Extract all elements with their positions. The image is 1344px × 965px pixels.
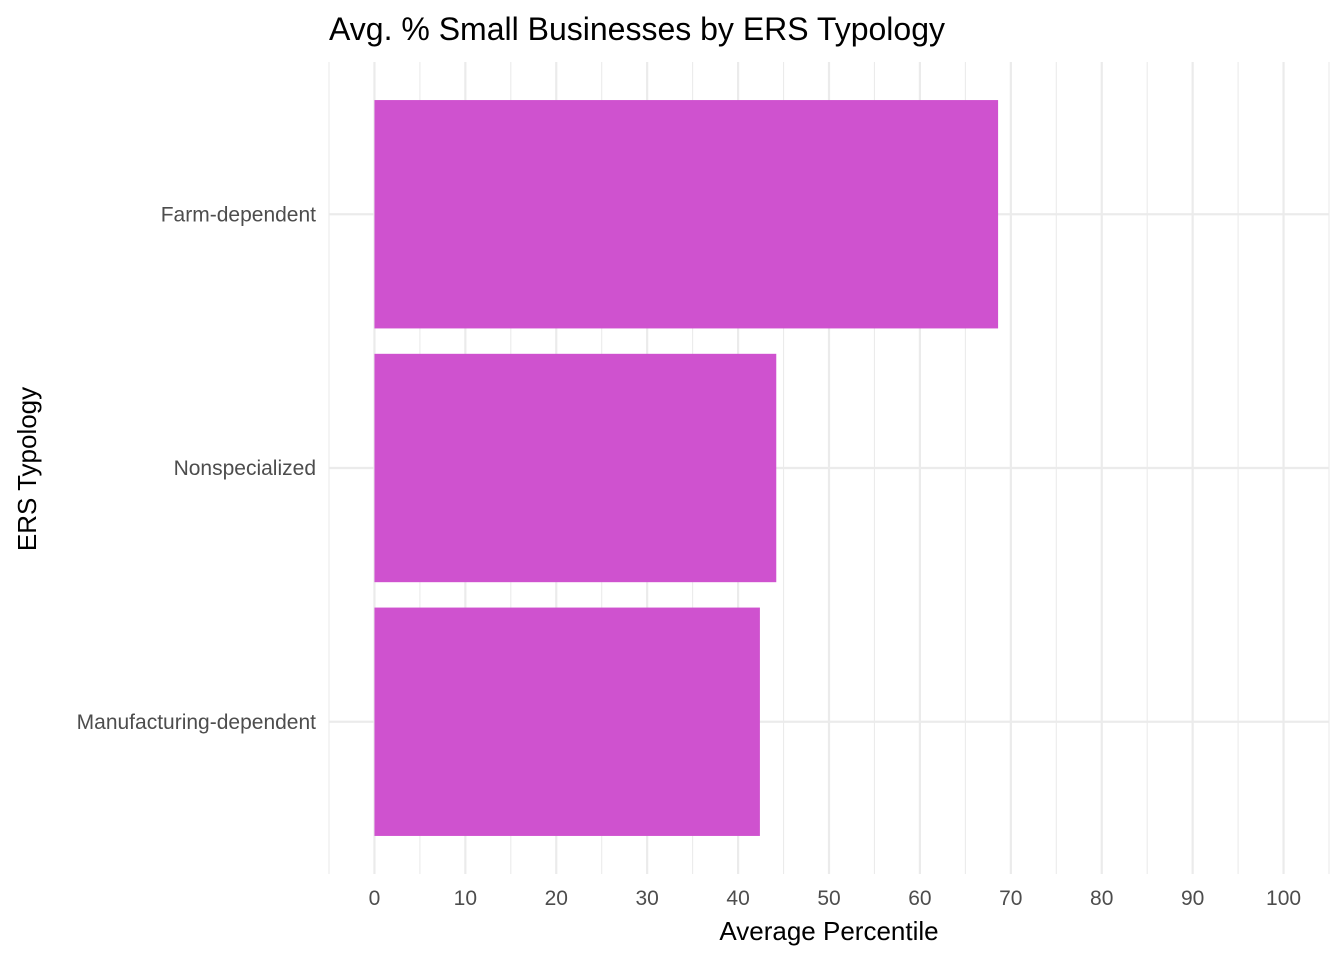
y-tick-label: Nonspecialized xyxy=(174,457,316,480)
x-tick-label: 40 xyxy=(726,887,749,910)
y-axis-title: ERS Typology xyxy=(12,387,42,551)
x-tick-label: 70 xyxy=(999,887,1022,910)
bar-farm-dependent xyxy=(374,100,999,329)
y-tick-label: Farm-dependent xyxy=(161,203,316,226)
bars-layer xyxy=(374,100,999,836)
x-axis-ticks: 0 10 20 30 40 50 60 70 80 90 100 xyxy=(369,887,1301,910)
bar-nonspecialized xyxy=(374,353,777,583)
x-tick-label: 50 xyxy=(817,887,840,910)
chart-title: Avg. % Small Businesses by ERS Typology xyxy=(329,11,945,47)
x-tick-label: 60 xyxy=(908,887,931,910)
bar-manufacturing-dependent xyxy=(374,607,760,836)
x-axis-title: Average Percentile xyxy=(719,916,938,946)
x-tick-label: 20 xyxy=(545,887,568,910)
x-tick-label: 80 xyxy=(1090,887,1113,910)
x-tick-label: 30 xyxy=(636,887,659,910)
y-tick-label: Manufacturing-dependent xyxy=(77,711,317,734)
x-tick-label: 10 xyxy=(454,887,477,910)
x-tick-label: 90 xyxy=(1181,887,1204,910)
x-tick-label: 0 xyxy=(369,887,381,910)
y-axis-ticks: Farm-dependent Nonspecialized Manufacturin… xyxy=(77,203,317,734)
x-tick-label: 100 xyxy=(1266,887,1301,910)
